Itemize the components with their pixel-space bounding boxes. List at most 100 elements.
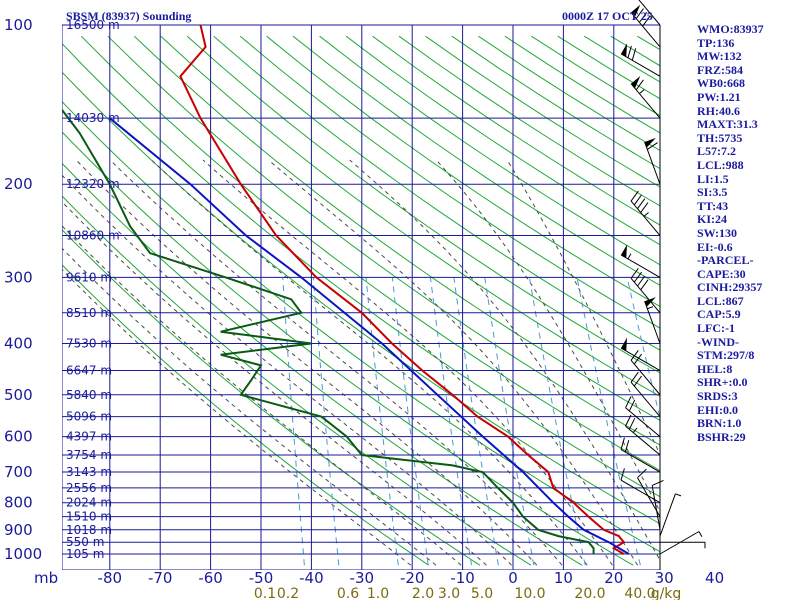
- index-item: SI:3.5: [697, 185, 728, 200]
- wind-barb-staff: [651, 485, 661, 530]
- chart-time: 0000Z 17 OCT 25: [562, 9, 653, 23]
- pressure-label: 200: [4, 175, 33, 193]
- dry-adiabat: [62, 162, 583, 566]
- pressure-label: 900: [4, 521, 33, 539]
- wind-barb-flag: [624, 440, 630, 453]
- wind-barb-staff: [638, 0, 661, 26]
- wind-barb-flag: [640, 202, 649, 213]
- wind-barb-half-flag: [647, 306, 654, 310]
- wind-barb-flag: [635, 79, 644, 91]
- index-item: CAP:5.9: [697, 307, 741, 322]
- dewpoint-line: [62, 108, 595, 554]
- temperature-tick-label: -60: [198, 569, 223, 587]
- temperature-line: [179, 25, 626, 555]
- index-item: TT:43: [697, 198, 729, 213]
- moist-adiabat: [506, 159, 660, 456]
- pressure-label: 600: [4, 428, 33, 446]
- wind-barb-flag: [651, 479, 664, 486]
- wind-barb-half-flag: [675, 493, 682, 497]
- index-item: SW:130: [697, 225, 738, 240]
- wind-barb-staff: [659, 493, 676, 537]
- wind-barb-pennant: [621, 337, 628, 352]
- wind-barb-staff: [620, 449, 661, 473]
- index-item: MW:132: [697, 49, 742, 64]
- mixing-ratio-line: [576, 277, 641, 566]
- wind-barb-pennant: [644, 297, 656, 307]
- mixing-ratio-line: [453, 277, 499, 566]
- wind-barb-staff: [630, 278, 661, 314]
- mixing-ratio-line: [282, 277, 305, 566]
- dry-adiabat: [62, 42, 660, 498]
- wind-barb-staff: [630, 381, 661, 417]
- dry-adiabat: [292, 35, 660, 286]
- dry-adiabat: [62, 264, 429, 566]
- temperature-tick-label: 20: [604, 569, 623, 587]
- mixing-ratio-label: 5.0: [471, 586, 493, 600]
- height-label: 14030 m: [66, 111, 120, 125]
- index-item: RH:40.6: [697, 103, 740, 118]
- wind-barb-flag: [628, 399, 636, 412]
- wind-barb-half-flag: [627, 253, 632, 260]
- index-item: SRDS:3: [697, 389, 738, 404]
- wind-barb-flag: [637, 468, 647, 479]
- temperature-tick-label: -70: [148, 569, 173, 587]
- wind-barb-flag: [635, 8, 644, 19]
- index-item: TH:5735: [697, 130, 743, 145]
- temperature-tick-label: -80: [98, 569, 123, 587]
- wind-barb-staff: [625, 407, 661, 438]
- wind-barb-flag: [637, 198, 646, 209]
- sounding-indices: WMO:83937 TP:136 MW:132 FRZ:584 WB0:668 PW:1.…: [697, 22, 764, 444]
- pressure-label: 300: [4, 268, 33, 286]
- wind-barb-half-flag: [639, 89, 645, 95]
- mixing-ratio-line: [528, 277, 586, 566]
- height-label: 9610 m: [66, 270, 112, 284]
- index-item: KI:24: [697, 212, 727, 227]
- height-label: 2556 m: [66, 481, 112, 495]
- height-label: 5840 m: [66, 388, 112, 402]
- wind-barb-half-flag: [632, 427, 638, 433]
- wind-barb-flag: [633, 194, 642, 206]
- wind-barb-flag: [642, 15, 651, 27]
- wind-barb-staff: [620, 347, 661, 371]
- mixing-ratio-label: 0.1: [254, 586, 276, 600]
- mixing-ratio-line: [484, 277, 535, 566]
- isotherm-lines: [62, 25, 660, 570]
- dry-adiabat: [266, 35, 660, 308]
- dry-adiabat: [62, 71, 660, 525]
- wind-barb-staff: [630, 359, 661, 396]
- wind-barb-flag: [627, 45, 632, 58]
- height-label: 4397 m: [66, 430, 112, 444]
- temperature-tick-label: 30: [655, 569, 674, 587]
- dry-adiabat: [319, 35, 660, 266]
- temperature-tick-label: 10: [554, 569, 573, 587]
- mixing-ratio-label: 3.0: [438, 586, 460, 600]
- temperature-tick-label: -50: [249, 569, 274, 587]
- moist-adiabat: [62, 174, 512, 566]
- wind-barb-flag: [630, 268, 639, 279]
- moist-adiabat: [62, 225, 462, 566]
- height-label: 550 m: [66, 535, 104, 549]
- moist-adiabat: [349, 159, 660, 562]
- mixing-ratio-label: 0.2: [277, 586, 299, 600]
- index-item: BRN:1.0: [697, 416, 742, 431]
- dry-adiabat: [62, 195, 532, 566]
- index-item: LI:1.5: [697, 171, 729, 186]
- index-item: -WIND-: [697, 334, 739, 349]
- wind-barb-flag: [639, 12, 648, 23]
- wind-barb-flag: [628, 417, 636, 430]
- wind-barb-flag: [620, 468, 625, 481]
- temperature-tick-label: -20: [400, 569, 425, 587]
- index-item: CINH:29357: [697, 280, 763, 295]
- pressure-label: 400: [4, 334, 33, 352]
- dry-adiabat: [80, 35, 660, 472]
- wind-barb-pennant: [631, 4, 641, 18]
- index-item: STM:297/8: [697, 348, 755, 363]
- wind-barb-flag: [630, 349, 639, 361]
- dry-adiabat: [62, 100, 660, 553]
- temperature-tick-label: -30: [350, 569, 375, 587]
- wind-barb-pennant: [644, 137, 656, 148]
- height-label: 10860 m: [66, 229, 120, 243]
- height-label: 2024 m: [66, 496, 112, 510]
